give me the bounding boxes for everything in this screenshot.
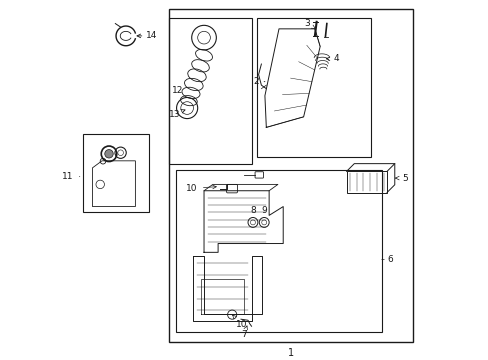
Text: 11: 11 [62, 172, 80, 181]
Text: 13: 13 [168, 109, 184, 118]
Bar [168, 18, 251, 165]
Text: 5: 5 [395, 174, 407, 183]
Text: 10: 10 [232, 315, 247, 329]
Text: 14: 14 [137, 31, 157, 40]
Text: 2: 2 [252, 77, 264, 86]
Bar [346, 171, 386, 193]
Text: 12: 12 [172, 86, 183, 95]
Bar [168, 9, 412, 342]
Bar [176, 170, 381, 332]
Text: 10: 10 [186, 184, 216, 193]
Bar [256, 18, 370, 157]
Text: 9: 9 [261, 206, 266, 215]
Text: 7: 7 [241, 326, 247, 339]
Text: 6: 6 [381, 255, 392, 264]
Bar [82, 134, 149, 212]
Text: 1: 1 [287, 348, 294, 359]
Text: 8: 8 [249, 206, 255, 215]
Circle shape [104, 149, 113, 158]
Text: 4: 4 [325, 54, 338, 63]
Text: 3: 3 [303, 19, 315, 28]
